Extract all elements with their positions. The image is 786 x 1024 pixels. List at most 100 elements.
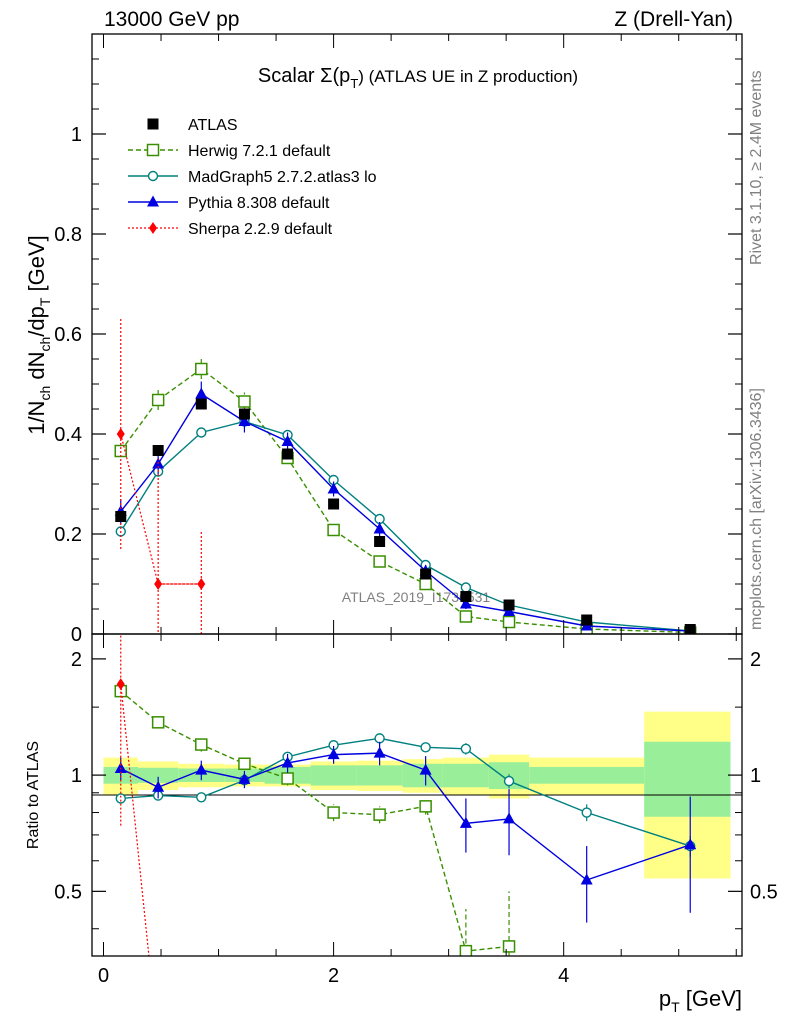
point-pythia (373, 522, 386, 534)
ytick-label: 0.4 (54, 424, 82, 446)
line-herwig (120, 368, 691, 634)
band-inner (138, 767, 179, 783)
point-atlas (238, 408, 250, 420)
point-herwig (419, 800, 432, 813)
point-madgraph5 (196, 792, 207, 803)
point-madgraph5 (460, 743, 472, 754)
point-atlas (195, 398, 207, 410)
x-axis-label: pT [GeV] (659, 986, 742, 1015)
point-atlas (684, 624, 696, 634)
point-herwig (195, 738, 208, 751)
point-madgraph5 (115, 793, 126, 804)
point-pythia (281, 756, 294, 768)
point-pythia (238, 415, 251, 426)
point-pythia (195, 763, 208, 775)
legend-label-herwig: Herwig 7.2.1 default (188, 143, 331, 160)
point-herwig (327, 806, 340, 819)
point-herwig (195, 362, 208, 376)
line-herwig (120, 690, 510, 952)
point-pythia (419, 763, 432, 775)
point-herwig (151, 393, 165, 407)
point-pythia (684, 838, 697, 850)
ytick-label: 1 (71, 124, 82, 146)
legend-marker-sherpa (149, 222, 157, 234)
series-pythia (114, 741, 697, 923)
point-pythia (152, 780, 165, 792)
point-herwig (419, 577, 432, 591)
point-atlas (115, 511, 127, 522)
point-atlas (581, 614, 593, 626)
ratio-ylabel: Ratio to ATLAS (25, 741, 42, 849)
line-pythia (120, 752, 691, 881)
legend: ATLAS Herwig 7.2.1 default MadGraph5 2.7.2… (128, 117, 377, 238)
line-pythia (120, 393, 691, 632)
line-madgraph5 (120, 737, 691, 847)
point-herwig (151, 716, 165, 729)
point-pythia (503, 812, 516, 824)
point-herwig (502, 615, 516, 629)
legend-item-pythia: Pythia 8.308 default (128, 195, 330, 212)
band-inner (644, 741, 731, 817)
point-herwig (238, 757, 251, 771)
ratio-ytick-label-right: 0.5 (750, 881, 778, 903)
point-madgraph5 (581, 807, 592, 818)
ratio-ytick-label-left: 2 (71, 649, 82, 671)
series-atlas (115, 398, 696, 634)
point-pythia (281, 435, 294, 446)
point-atlas (420, 568, 432, 580)
main-title: Scalar Σ(pT) (ATLAS UE in Z production) (258, 65, 578, 91)
point-herwig (281, 772, 294, 785)
band-inner (529, 766, 645, 784)
point-herwig (459, 610, 473, 623)
point-pythia (580, 873, 593, 885)
point-atlas (374, 536, 386, 547)
point-sherpa (116, 428, 125, 440)
point-pythia (327, 748, 340, 760)
ytick-label: 0.8 (54, 224, 82, 246)
main-ylabel: 1/Nch dNch/dpT [GeV] (24, 235, 53, 435)
legend-item-madgraph5: MadGraph5 2.7.2.atlas3 lo (128, 169, 377, 186)
legend-label-pythia: Pythia 8.308 default (188, 195, 330, 212)
main-panel: ATLAS_2019_I1736531 00.20.40.60.81 Scala… (24, 33, 743, 646)
xtick-label: 0 (98, 965, 109, 987)
point-madgraph5 (503, 775, 515, 787)
legend-item-sherpa: Sherpa 2.2.9 default (128, 221, 333, 238)
legend-marker-herwig (146, 143, 160, 157)
ratio-ytick-label-right: 2 (750, 649, 761, 671)
point-atlas (460, 591, 472, 602)
legend-marker-madgraph5 (147, 170, 159, 182)
point-herwig (502, 940, 516, 953)
legend-label-atlas: ATLAS (188, 117, 238, 134)
legend-item-herwig: Herwig 7.2.1 default (128, 143, 331, 160)
point-madgraph5 (196, 427, 207, 438)
point-pythia (195, 387, 208, 399)
header-energy: 13000 GeV pp (104, 8, 239, 31)
mcplots-label: mcplots.cern.ch [arXiv:1306.3436] (748, 388, 765, 630)
series-sherpa (116, 634, 150, 956)
point-sherpa (154, 578, 163, 590)
point-herwig (327, 523, 340, 537)
point-pythia (238, 772, 251, 784)
point-atlas (282, 448, 294, 460)
band-inner (442, 763, 489, 788)
ratio-ytick-label-left: 0.5 (54, 881, 82, 903)
point-madgraph5 (420, 742, 431, 753)
band-inner (310, 765, 357, 786)
point-atlas (328, 498, 340, 510)
line-madgraph5 (120, 420, 691, 632)
point-herwig (238, 395, 251, 408)
point-pythia (327, 482, 340, 494)
point-madgraph5 (374, 733, 385, 744)
point-herwig (459, 944, 473, 956)
legend-label-sherpa: Sherpa 2.2.9 default (188, 221, 333, 238)
point-herwig (373, 555, 386, 568)
point-atlas (503, 599, 515, 611)
legend-label-madgraph5: MadGraph5 2.7.2.atlas3 lo (188, 169, 377, 186)
point-atlas (152, 445, 164, 456)
point-pythia (459, 597, 472, 609)
line-sherpa (120, 684, 150, 956)
ratio-frame (91, 633, 743, 957)
legend-item-atlas: ATLAS (147, 117, 238, 134)
ytick-label: 0.2 (54, 524, 82, 546)
header-process: Z (Drell-Yan) (614, 8, 733, 31)
